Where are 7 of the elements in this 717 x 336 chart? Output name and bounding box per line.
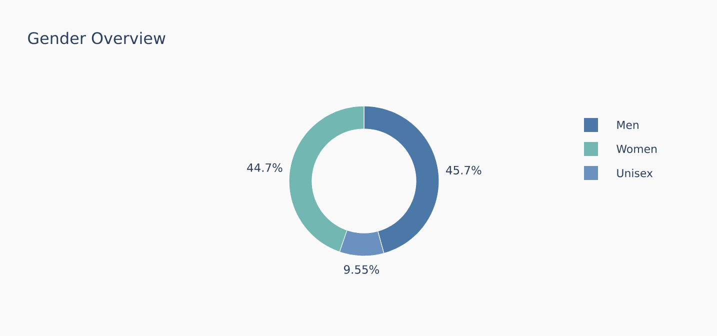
text: Gender Overview bbox=[28, 32, 166, 44]
data-label: 9.55% bbox=[344, 265, 380, 274]
data-label: 44.7% bbox=[247, 163, 282, 172]
data-label: 45.7% bbox=[446, 166, 482, 174]
legend-label: Women bbox=[616, 144, 657, 154]
legend-label: Unisex bbox=[617, 168, 653, 178]
legend-label: Men bbox=[617, 120, 638, 130]
